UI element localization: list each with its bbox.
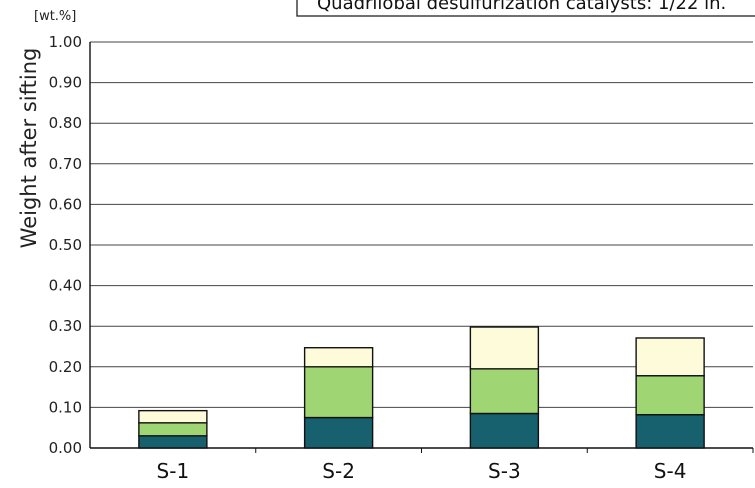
y-tick-label: 0.00 xyxy=(49,439,82,457)
x-tick-label: S-4 xyxy=(654,459,687,483)
y-tick-label: 0.80 xyxy=(49,114,82,132)
bar-segment xyxy=(635,375,705,416)
bar-segment xyxy=(138,435,208,449)
bar-segment xyxy=(303,347,374,368)
y-axis-ticks: 0.00 0.10 0.20 0.30 0.40 0.50 0.60 0.70 0.80 0.90… xyxy=(49,33,82,457)
gridlines xyxy=(89,41,753,449)
y-tick-label: 0.70 xyxy=(49,155,82,173)
bar-segment xyxy=(138,409,208,424)
y-axis-title: Weight after sifting xyxy=(17,48,41,249)
bars xyxy=(138,326,705,449)
y-tick-label: 0.60 xyxy=(49,195,82,213)
y-tick-label: 0.40 xyxy=(49,277,82,295)
y-tick-label: 1.00 xyxy=(49,33,82,51)
y-tick-label: 0.10 xyxy=(49,398,82,416)
legend-frame xyxy=(296,0,755,17)
x-tick-label: S-3 xyxy=(488,459,521,483)
bar-segment xyxy=(635,414,705,449)
bar-segment xyxy=(303,416,374,449)
bar-segment xyxy=(469,326,540,370)
x-tick-label: S-1 xyxy=(157,459,190,483)
bar-segment xyxy=(303,366,374,419)
x-tick-label: S-2 xyxy=(322,459,355,483)
bar-segment xyxy=(469,368,540,415)
bar-segment xyxy=(138,422,208,437)
y-tick-label: 0.30 xyxy=(49,317,82,335)
y-tick-label: 0.50 xyxy=(49,236,82,254)
bar-segment xyxy=(635,337,705,377)
x-axis-ticks: S-1 S-2 S-3 S-4 xyxy=(157,448,754,483)
y-tick-label: 0.20 xyxy=(49,358,82,376)
y-tick-label: 0.90 xyxy=(49,74,82,92)
y-unit-label: [wt.%] xyxy=(34,9,76,24)
legend-text: Quadrilobal desulfurization catalysts: 1… xyxy=(317,0,726,14)
bar-segment xyxy=(469,412,540,449)
legend-box: Quadrilobal desulfurization catalysts: 1… xyxy=(296,0,755,17)
